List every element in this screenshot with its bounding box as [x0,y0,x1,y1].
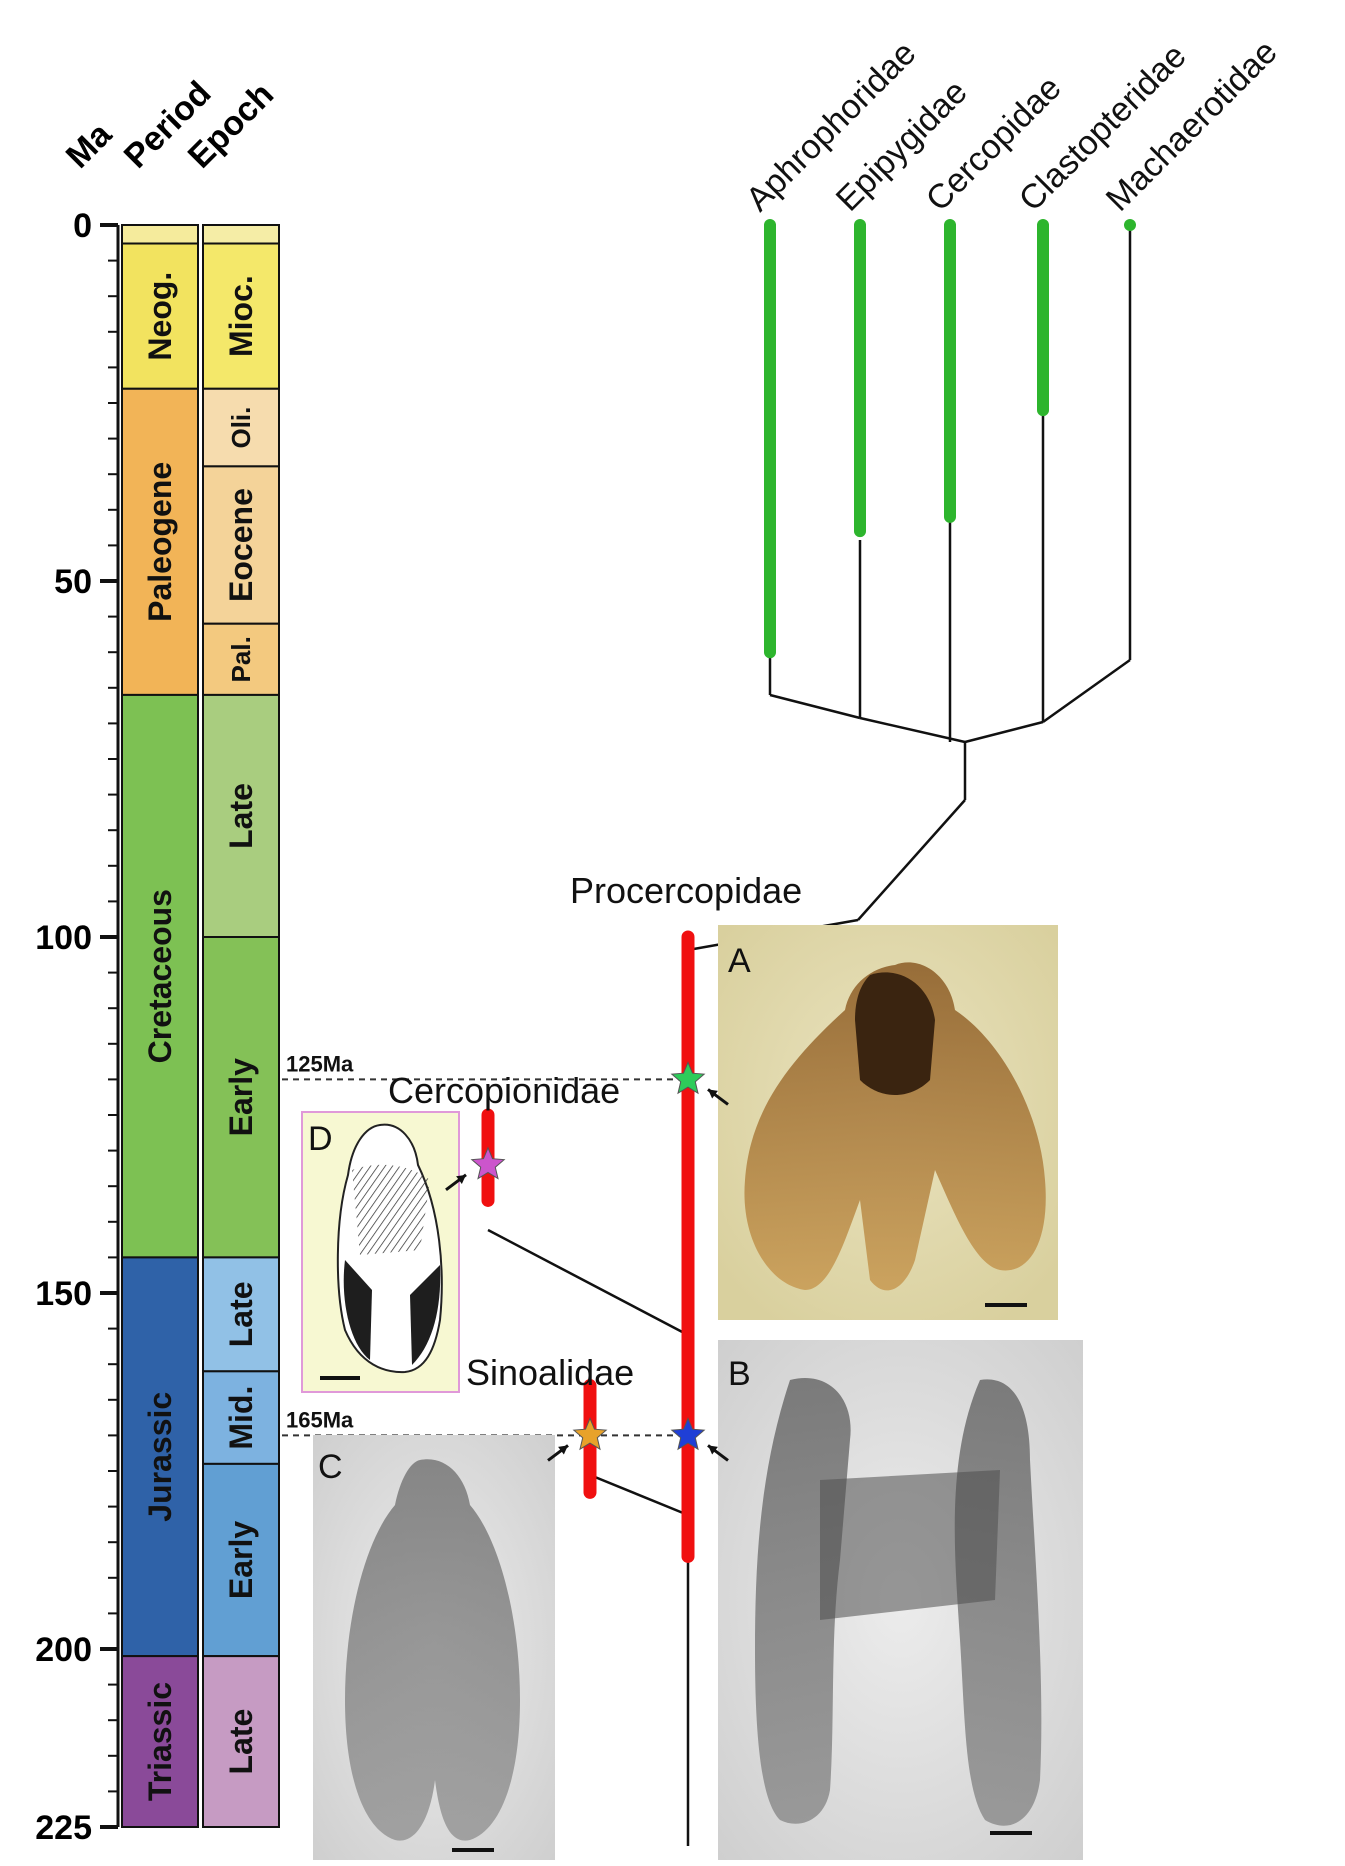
cercopionidae-link [487,1228,689,1337]
period-cell [121,1256,199,1658]
fossil-star-marker [572,1417,608,1451]
epoch-label: Mid. [223,1386,259,1450]
taxon-range [1124,219,1136,231]
taxa-ranges: AphrophoridaeEpipygidaeCercopidaeClastop… [739,33,1285,659]
tick-label: 50 [54,563,92,601]
branch-join-1 [769,693,861,720]
epoch-label: Early [223,1058,259,1136]
branch-join-4 [1042,658,1131,724]
tick-label: 150 [35,1275,92,1313]
period-label: Triassic [142,1682,178,1801]
epoch-label: Pal. [226,636,256,682]
tick-label: 100 [35,919,92,957]
period-cell [121,693,199,1259]
epoch-label: Late [223,1709,259,1775]
period-cell [121,224,199,245]
epoch-column: Mioc. Oli. Eocene Pal. Late Early Late Mid. Earl… [202,224,280,1828]
panel-d-drawing [301,1111,460,1393]
marker-arrowhead [456,1174,466,1184]
panel-c-letter: C [318,1448,343,1486]
epoch-label: Late [223,783,259,849]
epoch-label: Late [223,1281,259,1347]
marker-arrowhead [708,1445,718,1455]
panel-c-fossil-photo [313,1435,555,1860]
sinoalidae-link [589,1473,689,1517]
procercopidae-label: Procercopidae [570,870,802,911]
cladogram [687,225,1132,952]
epoch-cell [202,622,280,696]
panel-b-letter: B [728,1355,751,1393]
period-label: Jurassic [142,1392,178,1522]
cercopionidae-label: Cercopionidae [388,1070,620,1111]
tick-label: 200 [35,1631,92,1669]
period-cell [121,242,199,390]
fossil-star-marker [670,1417,706,1451]
tick-label: 225 [35,1809,92,1847]
epoch-label: Mioc. [223,275,259,357]
branch-join-3 [964,720,1044,744]
panel-a-fossil-photo [718,925,1058,1320]
ma-header: Ma [59,115,120,176]
tick-label: 0 [73,207,92,245]
epoch-label: Eocene [223,488,259,602]
panel-a-letter: A [728,942,751,980]
epoch-cell [202,387,280,468]
epoch-label: Early [223,1521,259,1599]
period-cell [121,387,199,696]
stem-to-crown [857,799,966,921]
panel-d-letter: D [308,1120,333,1158]
epoch-cell [202,936,280,1259]
epoch-cell [202,224,280,245]
period-column: Neog. Paleogene Cretaceous Jurassic Triassic [121,224,199,1828]
fossil-star-marker [670,1061,706,1095]
period-label: Neog. [142,272,178,361]
group-labels: Procercopidae Cercopionidae Sinoalidae [388,870,802,1393]
epoch-cell [202,242,280,390]
period-label: Paleogene [142,462,178,622]
date-label: 165Ma [286,1407,354,1432]
marker-arrowhead [708,1089,718,1099]
column-headers: Ma Period Epoch [59,74,281,176]
branch-join-2 [859,716,966,744]
date-label: 125Ma [286,1051,354,1076]
panel-letters: A B C D [308,942,751,1486]
time-scale: 0 50 100 150 200 225 [35,207,120,1847]
fossil-star-marker [470,1146,506,1180]
marker-arrowhead [558,1445,568,1455]
panel-b-fossil-photo [718,1340,1083,1860]
period-cell [121,1655,199,1828]
epoch-label: Oli. [226,407,256,449]
epoch-cell [202,1655,280,1828]
period-label: Cretaceous [142,889,178,1063]
sinoalidae-label: Sinoalidae [466,1352,634,1393]
fossil-markers [445,1061,729,1462]
